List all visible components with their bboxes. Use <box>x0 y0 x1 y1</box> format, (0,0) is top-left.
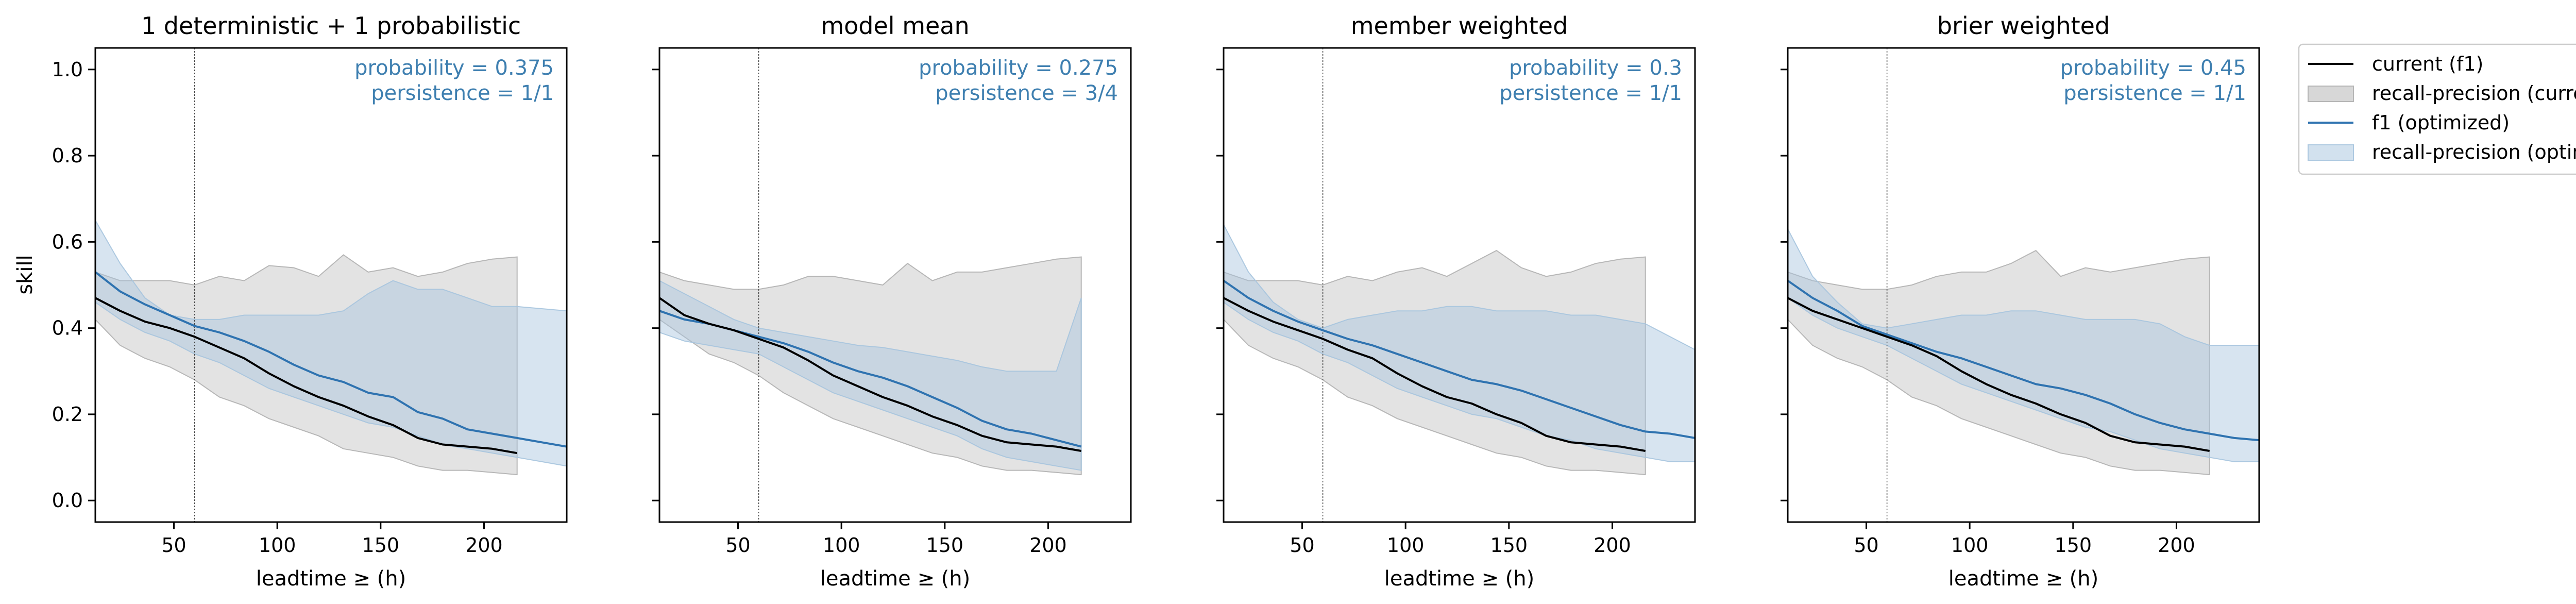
legend-swatch-band <box>2308 144 2354 161</box>
band-recall-precision-current <box>1224 249 1646 476</box>
y-tick-label: 0.2 <box>52 403 83 426</box>
annotation-text: probability = 0.45 <box>2060 56 2246 80</box>
x-tick-label: 100 <box>1951 534 1989 557</box>
x-tick-label: 50 <box>725 534 750 557</box>
x-axis-label: leadtime ≥ (h) <box>1384 567 1535 591</box>
line-f1-optimized <box>1224 279 1695 439</box>
band-recall-precision-optimized <box>1788 228 2259 462</box>
line-current-f1 <box>659 297 1082 452</box>
x-tick-label: 50 <box>1290 534 1314 557</box>
annotation-text: persistence = 1/1 <box>371 81 554 105</box>
plot-area <box>95 48 567 522</box>
x-tick-label: 150 <box>1490 534 1528 557</box>
legend-box <box>2298 43 2576 175</box>
band-recall-precision-current <box>95 254 518 476</box>
legend-label: current (f1) <box>2372 53 2483 75</box>
legend: current (f1) recall-precision (current) f1… <box>2298 43 2576 175</box>
axes-frame <box>1223 47 1696 523</box>
y-axis-label: skill <box>13 255 37 294</box>
x-tick-label: 150 <box>926 534 964 557</box>
x-tick-label: 50 <box>161 534 186 557</box>
line-f1-optimized <box>1788 279 2259 442</box>
y-tick-label: 0.6 <box>52 230 83 253</box>
band-recall-precision-optimized <box>95 219 567 467</box>
legend-swatch-band <box>2308 86 2354 102</box>
legend-label: f1 (optimized) <box>2372 111 2510 134</box>
axes-frame <box>1787 47 2260 523</box>
annotation-text: persistence = 1/1 <box>2063 81 2246 105</box>
band-recall-precision-optimized <box>1224 224 1695 462</box>
legend-label: recall-precision (optimized) <box>2372 141 2576 163</box>
x-tick-label: 200 <box>1594 534 1631 557</box>
y-tick-label: 0.8 <box>52 144 83 167</box>
plot-area <box>659 48 1082 522</box>
line-f1-optimized <box>95 271 567 448</box>
y-tick-label: 0.0 <box>52 489 83 512</box>
x-tick-label: 200 <box>2158 534 2195 557</box>
x-axis-label: leadtime ≥ (h) <box>1948 567 2099 591</box>
axes-frame <box>94 47 568 523</box>
panel-title: brier weighted <box>1937 12 2110 40</box>
panel-4: 50 100 150 200 brier weighted leadtime ≥ (h) p… <box>1781 12 2260 591</box>
x-axis-label: leadtime ≥ (h) <box>820 567 971 591</box>
x-tick-label: 100 <box>259 534 296 557</box>
y-tick-label: 0.4 <box>52 317 83 340</box>
x-tick-label: 50 <box>1854 534 1878 557</box>
panel-3: 50 100 150 200 member weighted leadtime ≥ (h)… <box>1216 12 1696 591</box>
line-current-f1 <box>95 297 518 455</box>
annotation-text: probability = 0.3 <box>1509 56 1682 80</box>
axes-frame <box>658 47 1132 523</box>
x-tick-label: 200 <box>465 534 503 557</box>
band-recall-precision-current <box>659 256 1082 476</box>
band-recall-precision-current <box>1788 249 2210 476</box>
line-current-f1 <box>1224 297 1646 452</box>
annotation-text: persistence = 3/4 <box>935 81 1118 105</box>
x-tick-label: 100 <box>1387 534 1425 557</box>
panel-1: 50 100 150 200 0.0 0.2 0.4 0.6 0.8 1.0 1 determini… <box>52 12 568 591</box>
panel-title: model mean <box>821 12 969 40</box>
x-tick-label: 150 <box>362 534 400 557</box>
y-tick-label: 1.0 <box>52 58 83 81</box>
line-current-f1 <box>1788 297 2210 452</box>
x-axis-label: leadtime ≥ (h) <box>256 567 406 591</box>
x-tick-label: 150 <box>2055 534 2092 557</box>
panel-2: 50 100 150 200 model mean leadtime ≥ (h) proba… <box>652 12 1132 591</box>
panel-title: 1 deterministic + 1 probabilistic <box>141 12 521 40</box>
panel-title: member weighted <box>1351 12 1568 40</box>
annotation-text: probability = 0.275 <box>919 56 1118 80</box>
plot-area <box>1788 48 2259 522</box>
plot-area <box>1224 48 1695 522</box>
annotation-text: persistence = 1/1 <box>1499 81 1682 105</box>
legend-label: recall-precision (current) <box>2372 82 2576 105</box>
x-tick-label: 200 <box>1029 534 1067 557</box>
x-tick-label: 100 <box>823 534 860 557</box>
annotation-text: probability = 0.375 <box>354 56 554 80</box>
